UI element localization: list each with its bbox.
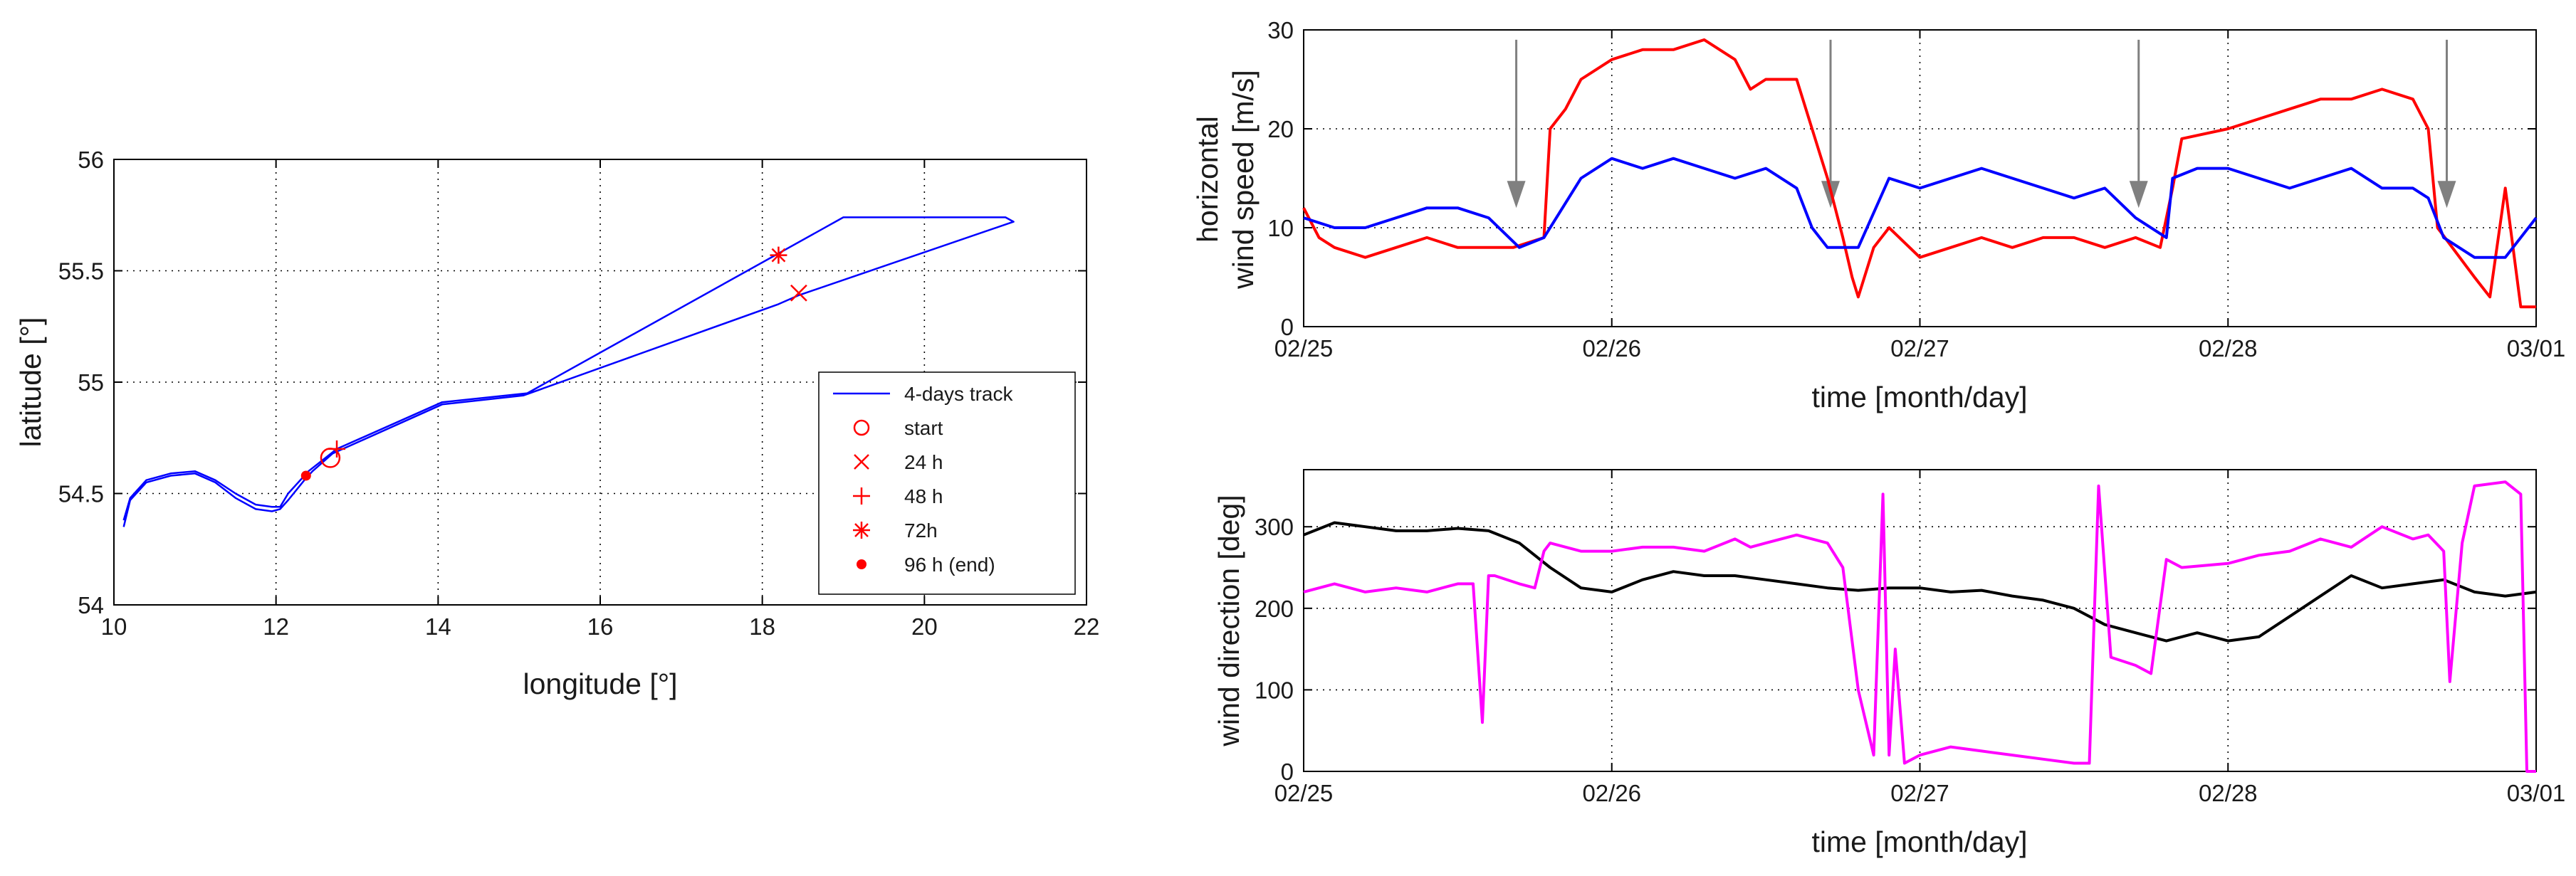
map-legend: 4-days track start 24 h 48 h 72h 96 h (e…	[818, 371, 1076, 595]
legend-box	[818, 371, 1076, 595]
map-markers	[300, 246, 807, 481]
map-ytick-label: 56	[78, 147, 104, 173]
direction-plot-area	[1303, 469, 2537, 772]
direction-xtick-label: 03/01	[2507, 780, 2566, 806]
speed-xtick-label: 02/26	[1582, 335, 1641, 362]
direction-x-axis-label: time [month/day]	[1811, 825, 2027, 858]
direction-y-axis-label: wind direction [deg]	[1213, 495, 1245, 746]
direction-ytick-label: 0	[1281, 759, 1294, 785]
direction-magenta-line	[1303, 480, 2536, 773]
marker-24-h	[790, 284, 807, 302]
direction-xtick-label: 02/25	[1274, 780, 1334, 806]
legend-plus-marker	[853, 487, 870, 505]
map-xtick-label: 10	[101, 613, 127, 640]
marker-48-h	[328, 440, 346, 458]
direction-ytick-label: 100	[1255, 677, 1294, 703]
legend-label-96h: 96 h (end)	[904, 554, 995, 576]
map-xtick-label: 14	[425, 613, 451, 640]
speed-ytick-label: 20	[1267, 116, 1294, 142]
map-xtick-label: 16	[587, 613, 614, 640]
legend-label-track: 4-days track	[904, 383, 1013, 405]
legend-label-72h: 72h	[904, 519, 938, 542]
speed-xtick-label: 02/28	[2199, 335, 2258, 362]
map-ytick-label: 55	[78, 369, 104, 396]
legend-label-48h: 48 h	[904, 485, 943, 507]
legend-asterisk-marker	[853, 522, 870, 539]
speed-ytick-label: 10	[1267, 215, 1294, 241]
legend-x-marker	[854, 454, 869, 470]
marker-24-h-stroke	[790, 284, 807, 302]
speed-x-axis-label: time [month/day]	[1811, 381, 2027, 413]
map-xtick-label: 20	[911, 613, 938, 640]
speed-blue-line	[1303, 157, 2538, 259]
map-series	[122, 216, 1015, 527]
legend-label-24h: 24 h	[904, 451, 943, 473]
direction-ytick-label: 300	[1255, 514, 1294, 540]
arrow-1-head	[1507, 181, 1526, 209]
direction-black-line	[1303, 521, 2537, 643]
map-x-axis-label: longitude [°]	[523, 667, 678, 700]
direction-xtick-label: 02/27	[1890, 780, 1949, 806]
marker-96-h-end	[300, 470, 311, 481]
map-xtick-label: 18	[749, 613, 775, 640]
speed-y-axis-label-line2: wind speed [m/s]	[1227, 70, 1260, 290]
direction-series	[1303, 480, 2537, 773]
track-map-panel: 10 12 14 16 18 20 22 54 54.5 55 55.5 56 4-days trac…	[14, 147, 1099, 700]
direction-xtick-label: 02/26	[1582, 780, 1641, 806]
marker-72h	[770, 246, 787, 264]
wind-speed-panel: 02/25 02/26 02/27 02/28 03/01 0 10 20 30 time [m…	[1191, 17, 2565, 413]
map-y-axis-label: latitude [°]	[14, 317, 47, 448]
speed-ytick-label: 0	[1281, 314, 1294, 340]
direction-ytick-label: 200	[1255, 596, 1294, 622]
speed-ytick-label: 30	[1267, 17, 1294, 43]
map-ytick-label: 54	[78, 592, 104, 618]
speed-xtick-label: 02/27	[1890, 335, 1949, 362]
track-4-days track-line	[122, 216, 1015, 527]
speed-y-axis-label-line1: horizontal	[1191, 116, 1224, 243]
arrow-3-head	[2129, 181, 2148, 209]
speed-grid	[1304, 30, 2536, 327]
speed-xtick-label: 02/25	[1274, 335, 1334, 362]
map-xtick-label: 22	[1074, 613, 1100, 640]
map-ticks: 10 12 14 16 18 20 22 54 54.5 55 55.5 56	[58, 147, 1100, 640]
map-ytick-label: 54.5	[58, 481, 104, 507]
speed-xtick-label: 03/01	[2507, 335, 2566, 362]
map-xtick-label: 12	[263, 613, 289, 640]
speed-ticks: 02/25 02/26 02/27 02/28 03/01 0 10 20 30	[1267, 17, 2565, 362]
wind-direction-panel: 02/25 02/26 02/27 02/28 03/01 0 100 200 300 time…	[1213, 469, 2566, 858]
map-ytick-label: 55.5	[58, 258, 104, 285]
direction-xtick-label: 02/28	[2199, 780, 2258, 806]
direction-grid	[1304, 470, 2536, 771]
legend-circle-marker	[853, 419, 870, 436]
arrow-4-head	[2437, 181, 2456, 209]
speed-arrows	[1507, 39, 2456, 209]
speed-series	[1302, 38, 2538, 309]
legend-label-start: start	[904, 417, 943, 439]
legend-dot-marker	[857, 559, 866, 569]
